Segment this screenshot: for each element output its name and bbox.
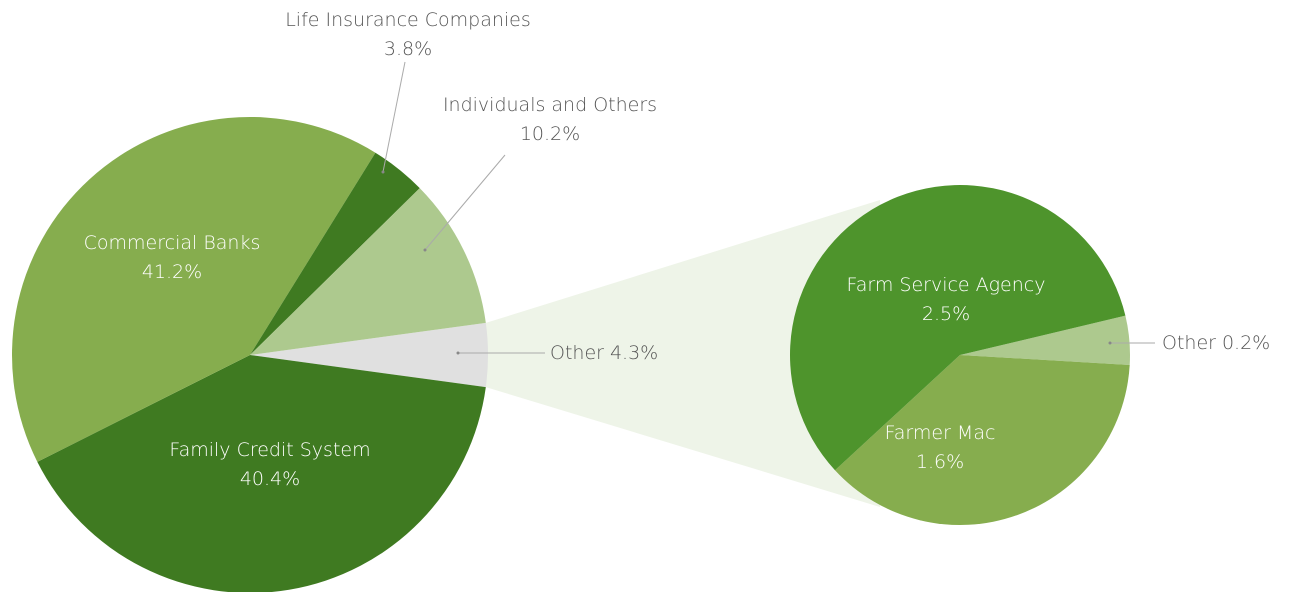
leader-dot [423, 248, 427, 252]
label-value: 41.2% [142, 261, 202, 283]
label-name: Farm Service Agency [847, 274, 1046, 296]
slice-label: Other 4.3% [550, 342, 658, 364]
pie-slice [250, 188, 486, 355]
label-name: Other [1162, 332, 1216, 354]
label-name: Family Credit System [169, 439, 370, 461]
pie-slice [790, 185, 1126, 471]
pie-slice [11, 116, 376, 462]
slice-label: Individuals and Others 10.2% [443, 94, 657, 145]
pie-slice [835, 355, 1130, 525]
pie-slice [37, 355, 486, 592]
label-name: Life Insurance Companies [285, 9, 531, 31]
slice-label: Family Credit System 40.4% [169, 439, 370, 490]
leader-line [382, 61, 406, 173]
slice-label: Farmer Mac 1.6% [885, 422, 996, 473]
leader-dot [1108, 341, 1112, 345]
label-name: Other [550, 342, 604, 364]
pie-slice [960, 315, 1130, 365]
slice-label: Farm Service Agency 2.5% [847, 274, 1046, 325]
slice-label: Commercial Banks 41.2% [84, 232, 261, 283]
label-value: 1.6% [916, 451, 964, 473]
pie-slice [250, 322, 488, 388]
label-value: 10.2% [520, 123, 580, 145]
label-name: Commercial Banks [84, 232, 261, 254]
label-value: 4.3% [610, 342, 658, 364]
leader-line [424, 154, 506, 251]
leader-dot [381, 170, 385, 174]
slice-label: Other 0.2% [1162, 332, 1270, 354]
pie-slice [250, 152, 420, 355]
slice-label: Life Insurance Companies 3.8% [285, 9, 531, 60]
leader-dot [456, 351, 460, 355]
label-value: 3.8% [384, 38, 432, 60]
label-value: 40.4% [240, 468, 300, 490]
label-name: Individuals and Others [443, 94, 657, 116]
label-value: 2.5% [922, 303, 970, 325]
label-name: Farmer Mac [885, 422, 996, 444]
connector [485, 200, 880, 507]
label-value: 0.2% [1222, 332, 1270, 354]
